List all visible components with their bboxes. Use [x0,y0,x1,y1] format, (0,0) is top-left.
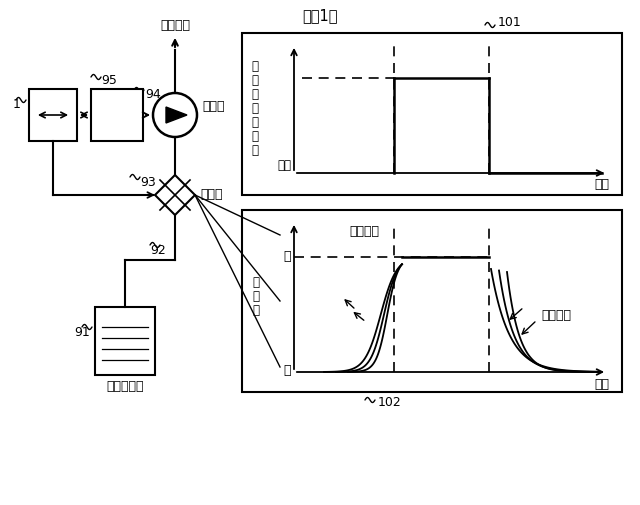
Text: 弁
変
位: 弁 変 位 [253,277,259,318]
Text: 停止: 停止 [277,159,291,172]
Text: 93: 93 [140,176,156,188]
Text: 1: 1 [13,98,21,112]
Text: ポンプ: ポンプ [202,100,225,114]
Text: 電磁弁: 電磁弁 [200,188,223,201]
Text: ばらつく: ばらつく [541,309,571,322]
Polygon shape [166,107,187,123]
Text: 95: 95 [101,75,117,87]
Text: 時間: 時間 [594,378,609,390]
Text: 94: 94 [145,88,161,102]
Bar [242,33,622,195]
Text: 閉: 閉 [284,365,291,378]
Text: ばらつく: ばらつく [349,225,379,238]
Bar [242,210,622,392]
Text: 92: 92 [150,243,166,257]
Text: 分析部へ: 分析部へ [160,19,190,32]
Text: ポ
ン
プ
送
液
速
度: ポ ン プ 送 液 速 度 [252,61,259,158]
Text: 『図1』: 『図1』 [302,8,338,23]
Text: 91: 91 [74,327,90,339]
Text: 102: 102 [378,396,402,410]
Bar [91,89,143,141]
Circle shape [153,93,197,137]
Text: 開: 開 [284,250,291,264]
Text: 時間: 時間 [594,178,609,191]
Text: 101: 101 [498,16,522,28]
Bar [95,307,155,375]
Bar [29,89,77,141]
Polygon shape [155,175,195,215]
Text: 送液タンク: 送液タンク [106,380,144,393]
